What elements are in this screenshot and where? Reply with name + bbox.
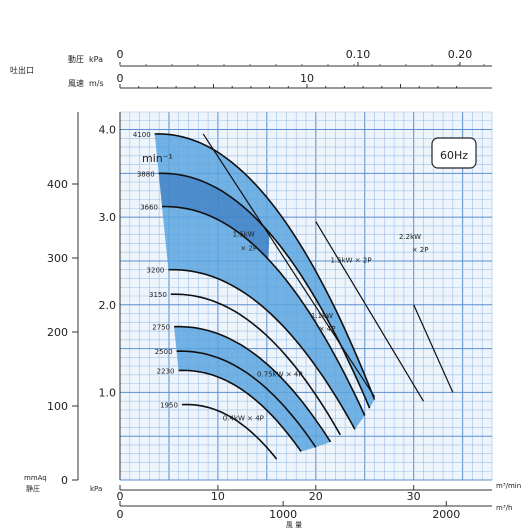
rpm-label: 3880 xyxy=(137,170,155,178)
dyn-tick-0: 0 xyxy=(117,48,124,61)
speed-curve xyxy=(154,133,376,400)
kpa-tick-label: 4.0 xyxy=(99,124,117,137)
flow-h-tick-label: 2000 xyxy=(432,508,460,521)
power-label: 1.1kW xyxy=(311,312,333,320)
dyn-tick-020: 0.20 xyxy=(448,48,473,61)
speed-curve xyxy=(181,403,278,460)
speed-curve xyxy=(168,268,356,430)
power-label: 2.2kW xyxy=(399,233,421,241)
velocity-label: 風速 xyxy=(68,79,84,88)
flow-label: 風 量 xyxy=(286,521,302,529)
power-boundaries xyxy=(202,133,454,402)
vel-tick-10: 10 xyxy=(300,72,314,85)
frequency-badge: 60Hz xyxy=(440,149,468,162)
flow-unit-min: m³/min xyxy=(496,482,521,490)
mmaq-tick-label: 200 xyxy=(47,326,68,339)
flow-h-ticks: 0 1000 2000 xyxy=(117,501,460,521)
flow-min-tick-label: 10 xyxy=(211,490,225,503)
velocity-unit: m/s xyxy=(89,79,104,88)
rpm-label: 1950 xyxy=(160,402,178,410)
mmaq-unit: mmAq xyxy=(24,474,47,482)
rpm-label: 3660 xyxy=(140,204,158,212)
power-labels: 2.2kW × 2P 1.5kW × 2P 1.5kW × 2P 1.1kW × 4P 0.7… xyxy=(223,230,429,422)
flow-min-ticks: 0 10 20 30 xyxy=(117,485,421,503)
mmaq-tick-label: 0 xyxy=(61,474,68,487)
power-label: 1.5kW xyxy=(233,230,255,238)
power-label: × 4P xyxy=(319,325,336,333)
rpm-label: 2750 xyxy=(152,324,170,332)
flow-min-tick-label: 0 xyxy=(117,490,124,503)
dyn-pressure-label: 動圧 xyxy=(68,55,84,64)
vel-tick-0: 0 xyxy=(117,72,124,85)
flow-unit-h: m³/h xyxy=(496,504,512,512)
flow-min-tick-label: 20 xyxy=(309,490,323,503)
performance-band xyxy=(174,326,331,448)
flow-h-tick-label: 1000 xyxy=(269,508,297,521)
rpm-label: 2500 xyxy=(155,348,173,356)
frequency-badge-frame xyxy=(431,137,477,169)
power-label: × 2P xyxy=(412,246,429,254)
power-boundary xyxy=(202,133,376,398)
performance-band-dark xyxy=(158,173,270,260)
speed-curve xyxy=(174,325,332,443)
flow-h-tick-label: 0 xyxy=(117,508,124,521)
speed-curve xyxy=(176,350,317,448)
kpa-ticks: 1.0 2.0 3.0 4.0 xyxy=(99,124,117,400)
kpa-tick-label: 1.0 xyxy=(99,386,117,399)
speed-curve xyxy=(178,369,302,452)
power-label: × 2P xyxy=(240,244,257,252)
rpm-labels: 4100 3880 3660 3200 3150 2750 2500 2230 1950 xyxy=(133,131,178,410)
velocity-ticks xyxy=(119,84,458,88)
power-label: 0.75kW × 4P xyxy=(257,371,303,379)
speed-curve xyxy=(170,293,341,436)
speed-curves xyxy=(154,133,376,460)
power-label: 1.5kW × 2P xyxy=(330,257,371,265)
rpm-label: 2230 xyxy=(157,367,175,375)
dyn-pressure-unit: kPa xyxy=(89,55,103,64)
rpm-label: 4100 xyxy=(133,131,151,139)
power-boundary xyxy=(315,221,424,402)
rpm-unit: min⁻¹ xyxy=(142,152,173,165)
speed-curve xyxy=(162,205,366,416)
kpa-tick-label: 3.0 xyxy=(99,211,117,224)
mmaq-tick-label: 100 xyxy=(47,400,68,413)
flow-min-tick-label: 30 xyxy=(407,490,421,503)
static-pressure-label: 静圧 xyxy=(26,484,40,493)
outlet-scales: 吐出口 動圧 kPa 風速 m/s 0 0.10 0.20 0 10 xyxy=(10,48,492,89)
mmaq-tick-label: 400 xyxy=(47,178,68,191)
mmaq-tick-label: 300 xyxy=(47,252,68,265)
performance-band xyxy=(176,351,316,452)
rpm-label: 3150 xyxy=(149,291,167,299)
outlet-label: 吐出口 xyxy=(10,65,34,75)
performance-band xyxy=(162,206,365,430)
power-boundary xyxy=(413,304,454,393)
power-label: 0.4kW × 4P xyxy=(223,414,264,422)
performance-band xyxy=(154,133,375,409)
rpm-label: 3200 xyxy=(147,267,165,275)
performance-bands xyxy=(154,133,375,452)
mmaq-ticks: 0 100 200 300 400 xyxy=(47,178,78,487)
kpa-unit: kPa xyxy=(90,485,102,493)
kpa-tick-label: 2.0 xyxy=(99,299,117,312)
dyn-pressure-ticks xyxy=(119,62,485,66)
dyn-tick-010: 0.10 xyxy=(346,48,371,61)
